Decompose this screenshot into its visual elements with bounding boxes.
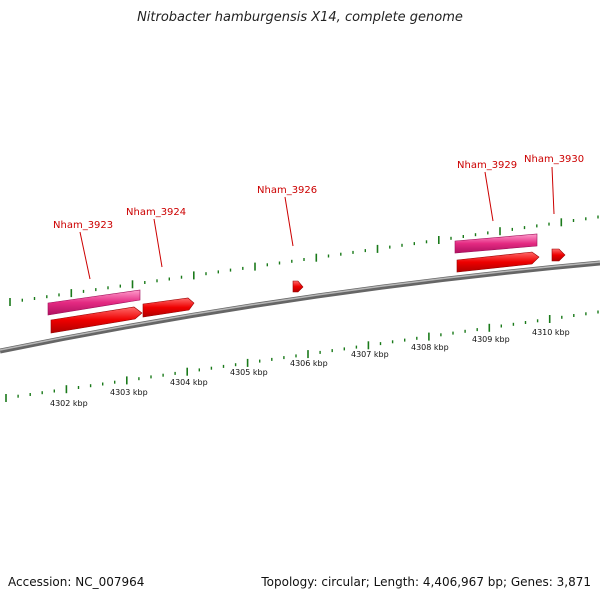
gene-label-nham-3929[interactable]: Nham_3929 (457, 160, 517, 171)
kbp-label-4310: 4310 kbp (532, 328, 570, 337)
gene-arrow[interactable] (142, 297, 195, 318)
gene-arrow[interactable] (292, 280, 304, 293)
gene-label-nham-3926[interactable]: Nham_3926 (257, 185, 317, 196)
gene-label-lines (79, 166, 555, 280)
kbp-label-4308: 4308 kbp (411, 343, 449, 352)
genome-backbone (0, 260, 600, 354)
gene-arrow[interactable] (456, 251, 540, 273)
rna-feature[interactable] (47, 289, 141, 316)
rna-feature[interactable] (454, 233, 538, 254)
gene-arrow[interactable] (551, 248, 566, 262)
kbp-label-4307: 4307 kbp (351, 350, 389, 359)
kbp-label-4303: 4303 kbp (110, 388, 148, 397)
lower-tick-track (5, 310, 599, 402)
kbp-label-4302: 4302 kbp (50, 399, 88, 408)
kbp-label-4309: 4309 kbp (472, 335, 510, 344)
gene-label-nham-3930[interactable]: Nham_3930 (524, 154, 584, 165)
gene-label-nham-3924[interactable]: Nham_3924 (126, 207, 186, 218)
upper-tick-track (9, 215, 599, 306)
gene-label-nham-3923[interactable]: Nham_3923 (53, 220, 113, 231)
genome-summary-text: Topology: circular; Length: 4,406,967 bp… (261, 575, 591, 589)
kbp-label-4305: 4305 kbp (230, 368, 268, 377)
genome-title: Nitrobacter hamburgensis X14, complete g… (137, 10, 463, 25)
genome-backbone-highlight (0, 261, 600, 351)
kbp-label-4304: 4304 kbp (170, 378, 208, 387)
gene-arrow[interactable] (50, 306, 143, 334)
accession-text: Accession: NC_007964 (8, 575, 145, 589)
kbp-label-4306: 4306 kbp (290, 359, 328, 368)
